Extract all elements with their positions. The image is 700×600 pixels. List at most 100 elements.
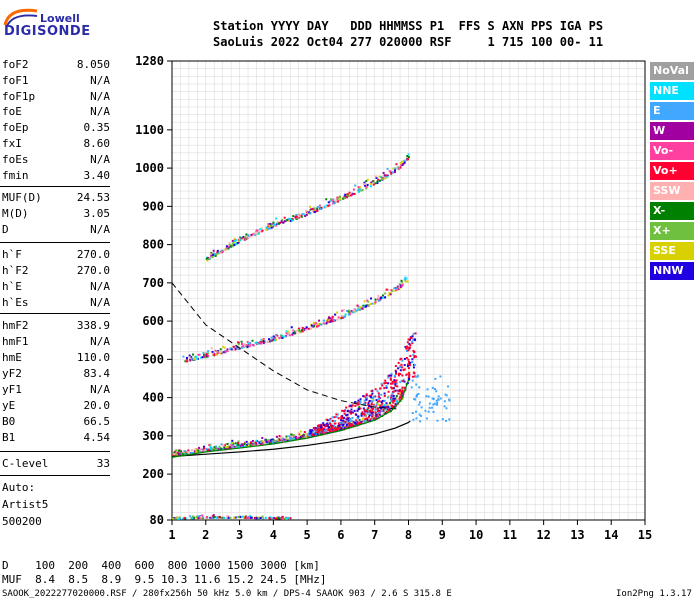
echo-point bbox=[289, 219, 292, 222]
echo-point bbox=[207, 355, 210, 358]
echo-point bbox=[356, 423, 359, 426]
echo-point bbox=[212, 514, 215, 517]
echo-point bbox=[335, 427, 338, 430]
echo-point bbox=[372, 411, 375, 414]
echo-point bbox=[395, 370, 398, 373]
echo-point bbox=[368, 399, 371, 402]
echo-point bbox=[266, 340, 269, 343]
echo-point bbox=[376, 390, 379, 393]
echo-point bbox=[220, 249, 223, 252]
echo-point bbox=[339, 316, 342, 319]
echo-point bbox=[383, 392, 386, 395]
echo-point bbox=[314, 428, 317, 431]
echo-point bbox=[247, 342, 250, 345]
echo-point bbox=[388, 291, 391, 294]
param-value: N/A bbox=[90, 90, 110, 103]
echo-point bbox=[336, 196, 339, 199]
echo-point bbox=[240, 237, 243, 240]
echo-point bbox=[295, 438, 298, 441]
echo-point bbox=[403, 278, 406, 281]
echo-point bbox=[395, 287, 398, 290]
echo-point bbox=[291, 435, 294, 438]
echo-point bbox=[378, 175, 381, 178]
echo-point bbox=[269, 339, 272, 342]
echo-point bbox=[233, 445, 236, 448]
echo-point bbox=[322, 322, 325, 325]
echo-point bbox=[309, 432, 312, 435]
echo-point bbox=[416, 375, 419, 378]
echo-point bbox=[237, 442, 240, 445]
echo-point bbox=[381, 296, 384, 299]
echo-point bbox=[356, 403, 359, 406]
echo-point bbox=[192, 353, 195, 356]
echo-point bbox=[292, 215, 295, 218]
echo-point bbox=[350, 425, 353, 428]
echo-point bbox=[213, 515, 216, 518]
echo-point bbox=[331, 425, 334, 428]
echo-point bbox=[243, 345, 246, 348]
echo-point bbox=[351, 192, 354, 195]
param-label: foEs bbox=[2, 153, 29, 166]
echo-point bbox=[345, 193, 348, 196]
echo-point bbox=[282, 221, 285, 224]
echo-point bbox=[348, 194, 351, 197]
echo-point bbox=[223, 445, 226, 448]
echo-point bbox=[357, 186, 360, 189]
echo-point bbox=[344, 420, 347, 423]
echo-point bbox=[364, 421, 367, 424]
echo-point bbox=[383, 177, 386, 180]
echo-point bbox=[253, 441, 256, 444]
echo-point bbox=[310, 208, 313, 211]
echo-point bbox=[378, 299, 381, 302]
echo-point bbox=[319, 208, 322, 211]
echo-point bbox=[280, 334, 283, 337]
x-tick-label: 2 bbox=[202, 528, 209, 542]
echo-point bbox=[378, 397, 381, 400]
echo-point bbox=[286, 516, 289, 519]
echo-point bbox=[391, 289, 394, 292]
echo-point bbox=[209, 253, 212, 256]
echo-point bbox=[234, 516, 237, 519]
echo-point bbox=[382, 177, 385, 180]
echo-point bbox=[247, 444, 250, 447]
header-line-2: SaoLuis 2022 Oct04 277 020000 RSF 1 715 … bbox=[213, 35, 604, 49]
echo-point bbox=[312, 427, 315, 430]
param-separator bbox=[0, 313, 110, 314]
echo-point bbox=[223, 346, 226, 349]
y-tick-label: 300 bbox=[142, 429, 164, 443]
echo-point bbox=[397, 374, 400, 377]
echo-point bbox=[391, 382, 394, 385]
echo-point bbox=[360, 307, 363, 310]
echo-point bbox=[226, 516, 229, 519]
echo-point bbox=[367, 304, 370, 307]
echo-point bbox=[336, 426, 339, 429]
echo-point bbox=[383, 394, 386, 397]
echo-point bbox=[343, 416, 346, 419]
param-label: foE bbox=[2, 105, 22, 118]
echo-point bbox=[356, 420, 359, 423]
echo-point bbox=[379, 298, 382, 301]
echo-point bbox=[226, 515, 229, 518]
digisonde-logo-icon bbox=[3, 8, 38, 27]
echo-point bbox=[298, 215, 301, 218]
echo-point bbox=[393, 379, 396, 382]
legend-item-nnw: NNW bbox=[650, 262, 694, 280]
echo-point bbox=[401, 359, 404, 362]
echo-point bbox=[265, 438, 268, 441]
echo-point bbox=[219, 252, 222, 255]
echo-point bbox=[414, 398, 417, 401]
echo-point bbox=[388, 374, 391, 377]
echo-point bbox=[404, 280, 407, 283]
echo-point bbox=[360, 189, 363, 192]
echo-point bbox=[256, 231, 259, 234]
o-trace-fit bbox=[171, 379, 410, 458]
echo-point bbox=[332, 318, 335, 321]
echo-point bbox=[367, 415, 370, 418]
echo-point bbox=[210, 256, 213, 259]
echo-point bbox=[355, 419, 358, 422]
echo-point bbox=[329, 426, 332, 429]
echo-point bbox=[393, 397, 396, 400]
echo-point bbox=[415, 417, 418, 420]
param-value: 270.0 bbox=[76, 264, 110, 277]
echo-point bbox=[335, 199, 338, 202]
